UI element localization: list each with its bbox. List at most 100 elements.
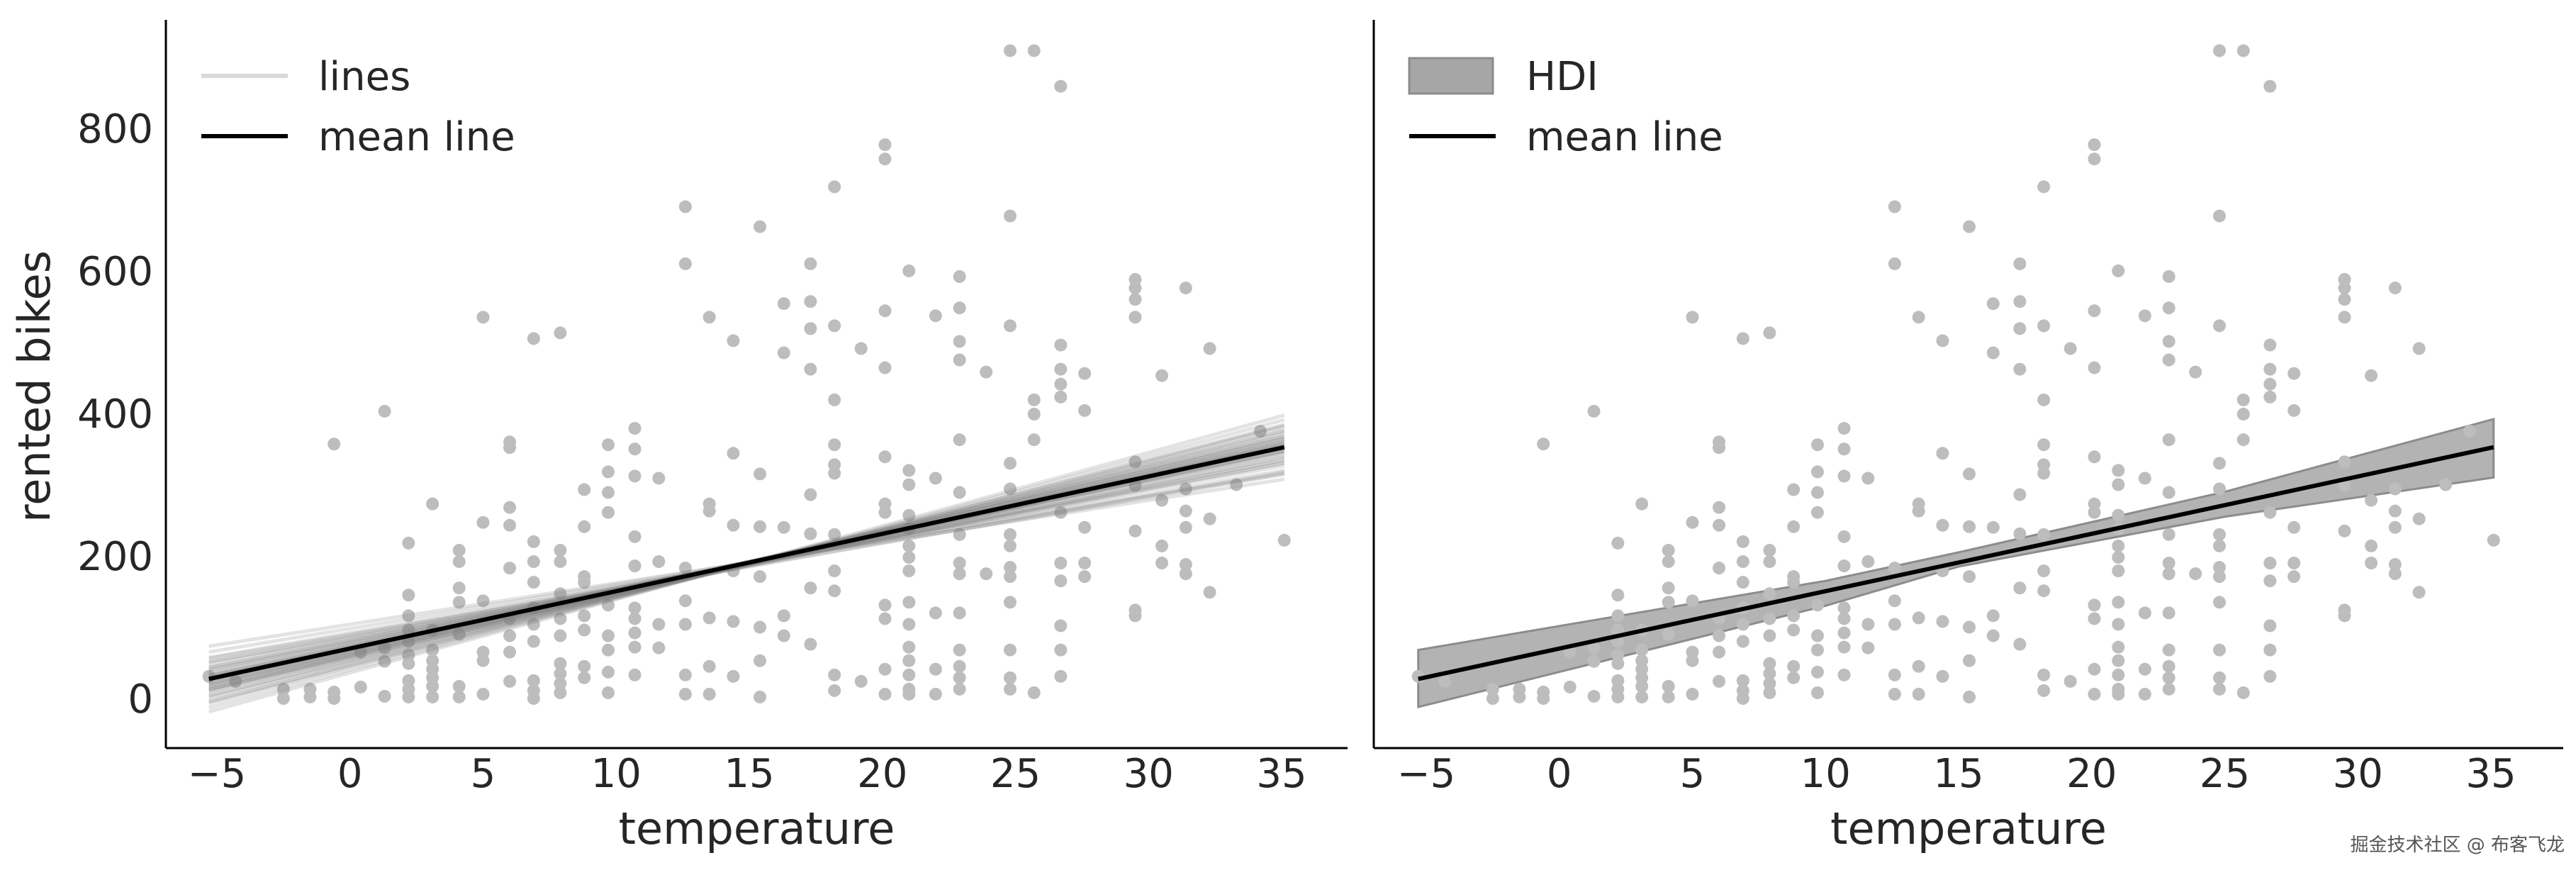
data-point	[1054, 390, 1068, 403]
data-point	[1662, 596, 1675, 609]
data-point	[2088, 361, 2101, 374]
data-point	[702, 611, 716, 625]
data-point	[1054, 362, 1068, 376]
data-point	[878, 138, 892, 152]
data-point	[2013, 322, 2027, 335]
data-point	[1736, 332, 1749, 345]
data-point	[1027, 393, 1041, 406]
data-point	[2162, 682, 2175, 696]
x-tick-label: 0	[1547, 751, 1572, 797]
data-point	[1438, 674, 1452, 688]
data-point	[327, 692, 341, 705]
data-point	[1155, 369, 1169, 382]
data-point	[378, 689, 391, 703]
data-point	[1963, 690, 1976, 703]
data-point	[1888, 257, 1901, 270]
data-point	[678, 562, 692, 575]
data-point	[2162, 433, 2175, 447]
data-point	[1587, 641, 1601, 654]
data-point	[1888, 618, 1901, 631]
data-point	[2365, 369, 2378, 382]
data-point	[2236, 408, 2250, 421]
data-point	[2162, 671, 2175, 684]
data-point	[828, 319, 841, 333]
legend-label: mean line	[1526, 114, 1723, 160]
data-point	[804, 637, 817, 651]
data-point	[1129, 524, 1142, 537]
data-point	[2388, 504, 2402, 518]
data-point	[2162, 643, 2175, 657]
data-point	[929, 687, 942, 701]
data-point	[828, 528, 841, 541]
data-point	[1787, 623, 1801, 637]
legend-label: mean line	[318, 114, 515, 160]
data-point	[1635, 690, 1649, 703]
data-point	[2112, 264, 2125, 277]
data-point	[1963, 220, 1976, 233]
data-point	[578, 609, 591, 623]
data-point	[1611, 609, 1625, 623]
x-tick-label: 20	[857, 751, 907, 797]
data-point	[1179, 282, 1192, 295]
data-point	[2263, 377, 2277, 391]
data-point	[1611, 589, 1625, 602]
data-point	[878, 506, 892, 519]
data-point	[1277, 533, 1291, 547]
data-point	[754, 220, 767, 233]
data-point	[628, 668, 642, 681]
data-point	[1912, 504, 1925, 518]
data-point	[554, 612, 567, 625]
data-point	[953, 659, 966, 673]
data-point	[804, 488, 817, 501]
data-point	[1810, 486, 1824, 499]
data-point	[2287, 367, 2301, 380]
data-point	[902, 668, 916, 681]
data-point	[929, 662, 942, 676]
data-point	[1963, 654, 1976, 667]
data-point	[2388, 558, 2402, 572]
data-point	[503, 629, 517, 642]
data-point	[378, 641, 391, 654]
x-axis-label: temperature	[619, 803, 895, 854]
data-point	[2112, 618, 2125, 631]
data-point	[1179, 520, 1192, 534]
data-point	[1837, 668, 1851, 681]
data-point	[1253, 425, 1267, 438]
data-point	[804, 295, 817, 308]
data-point	[828, 584, 841, 598]
y-tick-label: 600	[77, 249, 153, 295]
data-point	[2162, 528, 2175, 541]
data-point	[1936, 518, 1949, 532]
data-point	[1003, 643, 1017, 657]
x-tick-label: 30	[1124, 751, 1174, 797]
x-tick-label: 15	[724, 751, 774, 797]
data-point	[2338, 311, 2351, 324]
data-point	[628, 601, 642, 615]
data-point	[1003, 671, 1017, 684]
data-point	[1888, 668, 1901, 681]
data-point	[1635, 679, 1649, 693]
data-point	[503, 674, 517, 688]
data-point	[1986, 609, 2000, 623]
data-point	[1861, 618, 1875, 631]
data-point	[2037, 584, 2051, 598]
data-point	[1155, 539, 1169, 552]
data-point	[1078, 520, 1092, 534]
data-point	[2112, 596, 2125, 609]
data-point	[1129, 282, 1142, 295]
data-point	[1963, 467, 1976, 481]
data-point	[554, 676, 567, 690]
data-point	[1810, 643, 1824, 657]
data-point	[953, 557, 966, 570]
data-point	[2162, 486, 2175, 499]
x-tick-label: 25	[2200, 751, 2250, 797]
data-point	[1027, 44, 1041, 57]
data-point	[527, 576, 540, 589]
data-point	[828, 438, 841, 452]
data-point	[601, 665, 615, 679]
data-point	[1810, 438, 1824, 452]
data-point	[476, 594, 490, 608]
data-point	[678, 257, 692, 270]
data-point	[1003, 570, 1017, 584]
data-point	[1230, 478, 1243, 491]
